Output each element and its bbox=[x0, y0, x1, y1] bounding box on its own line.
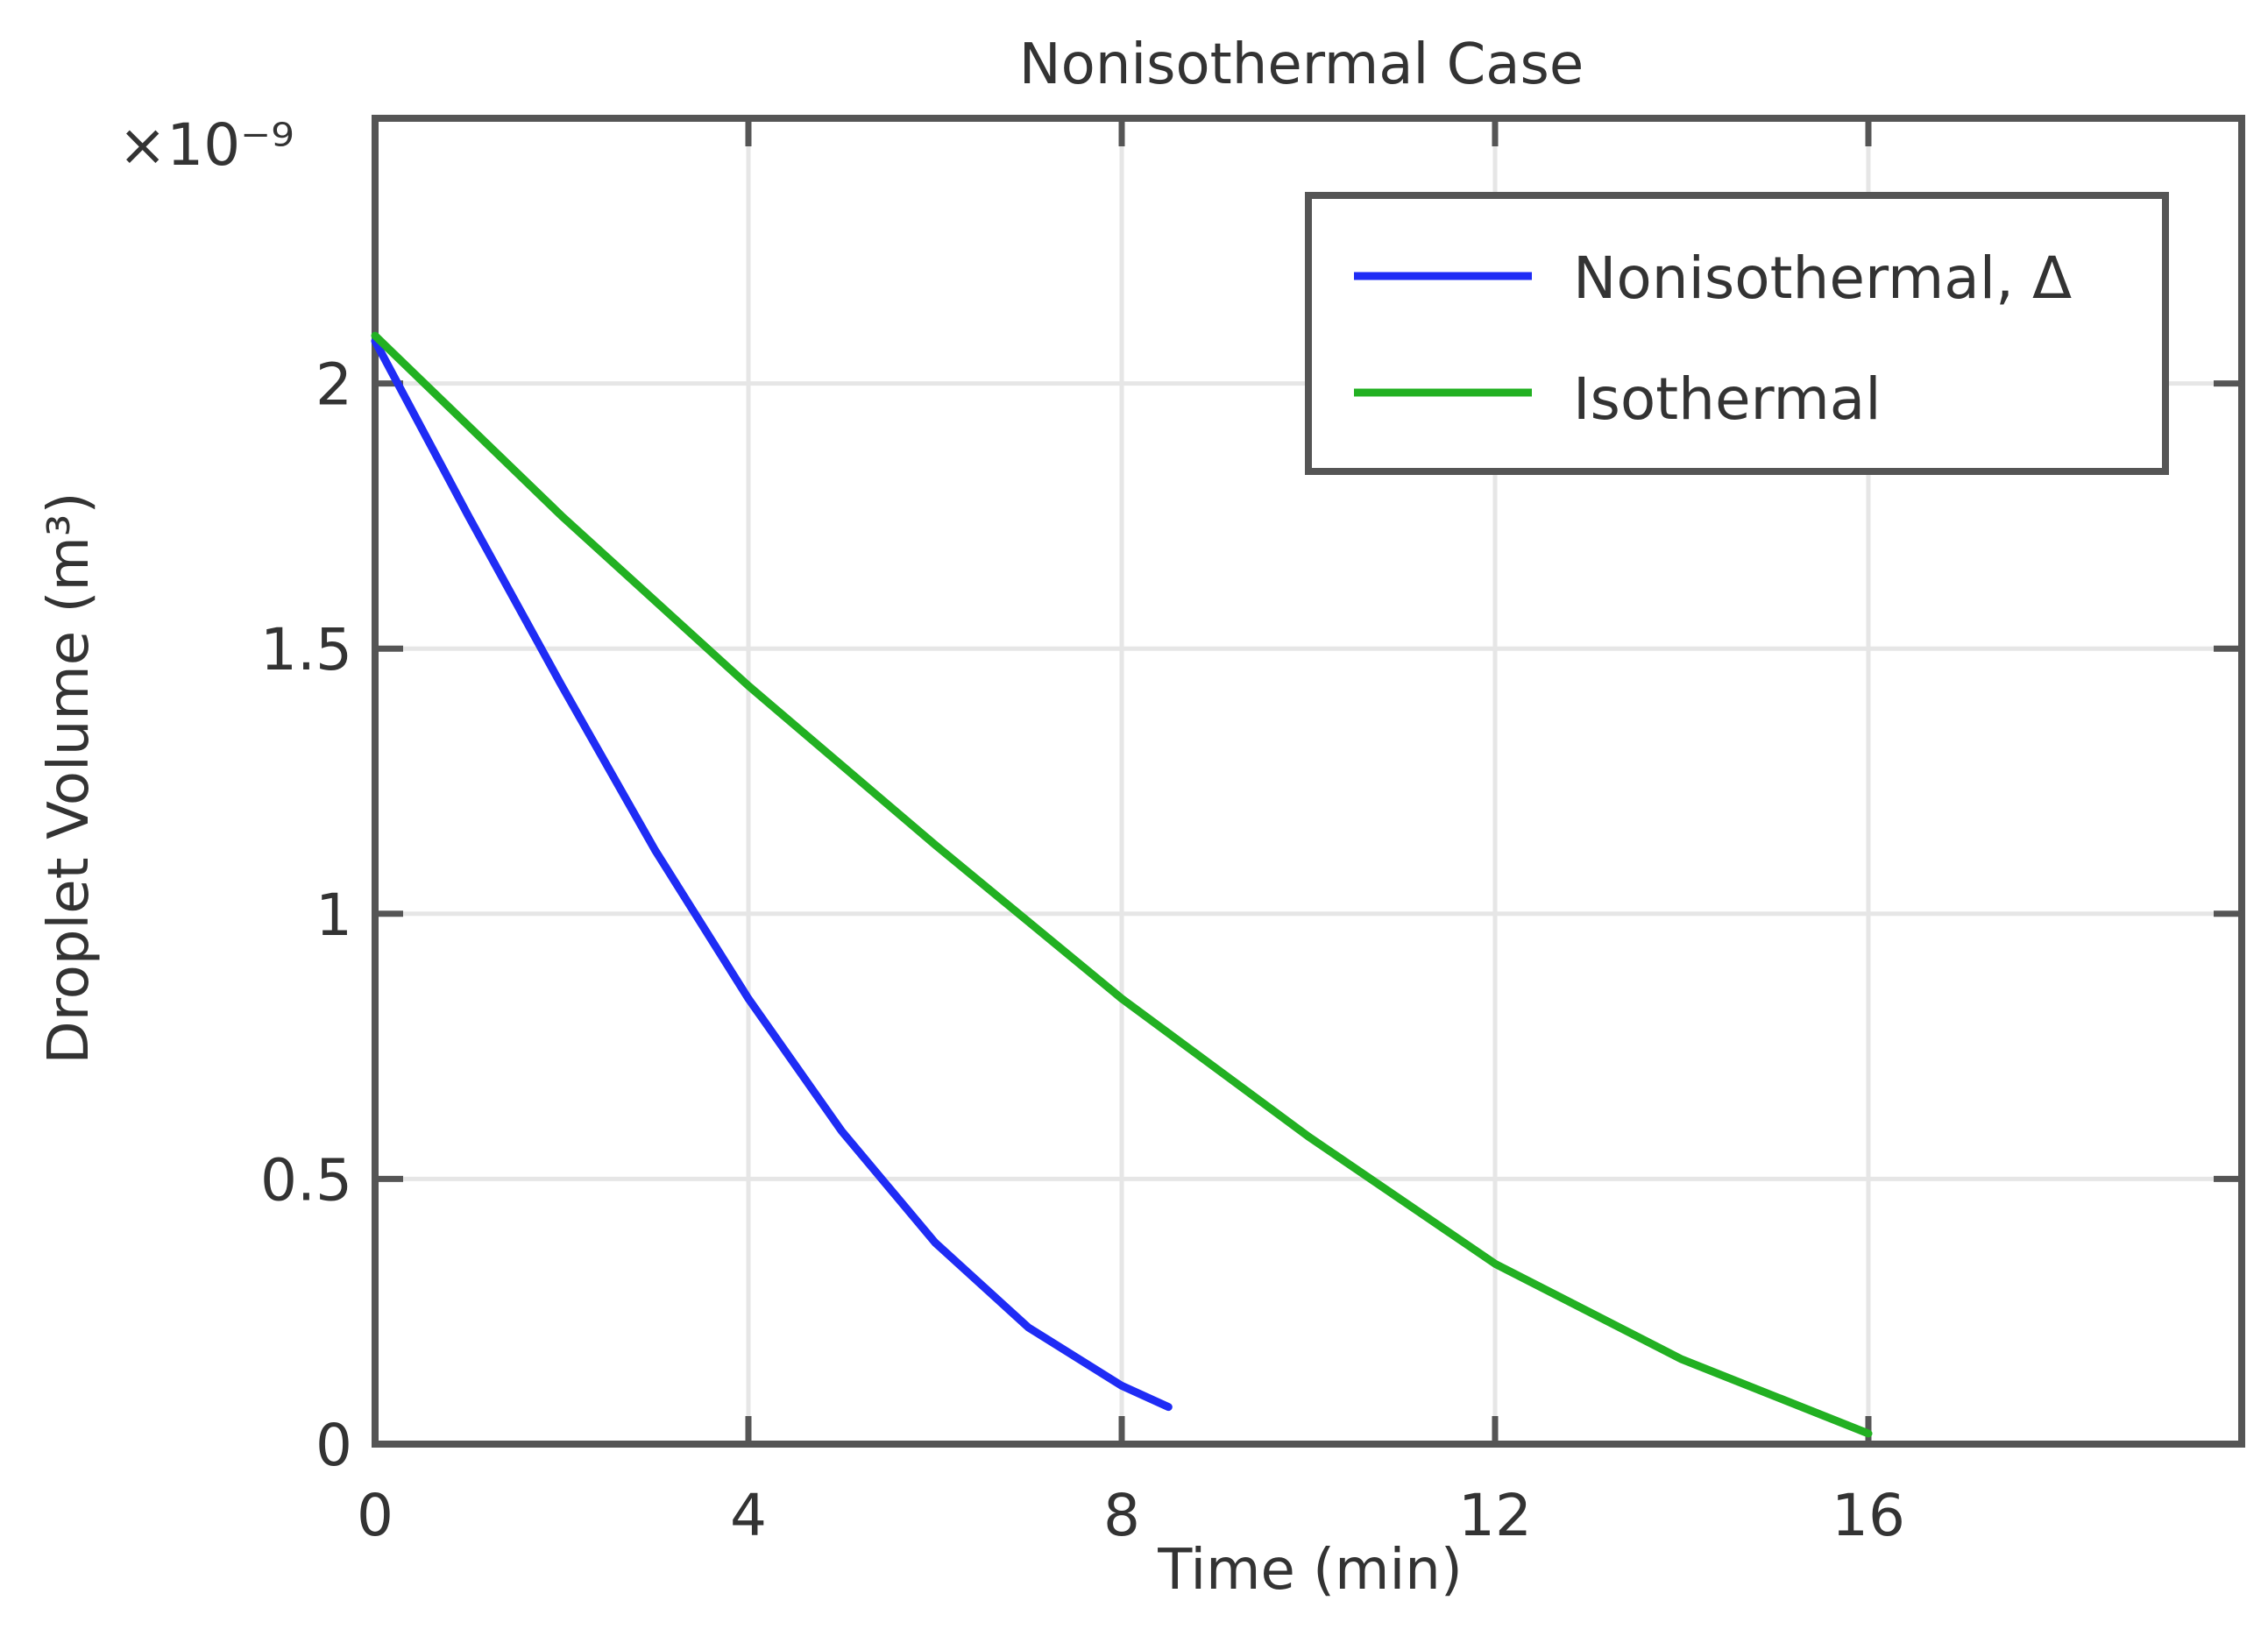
legend-label-nonisothermal: Nonisothermal, Δ bbox=[1573, 244, 2072, 312]
y-multiplier-label: ×10⁻⁹ bbox=[118, 111, 294, 179]
legend: Nonisothermal, Δ Isothermal bbox=[1305, 192, 2169, 475]
x-tick-label: 12 bbox=[1458, 1482, 1532, 1549]
series-line-nonisothermal bbox=[371, 336, 1173, 1412]
y-tick-label: 1 bbox=[315, 882, 352, 949]
x-tick-label: 0 bbox=[357, 1482, 393, 1549]
y-tick-label: 0 bbox=[315, 1412, 352, 1479]
chart-title: Nonisothermal Case bbox=[1019, 32, 1584, 97]
x-tick-label: 16 bbox=[1832, 1482, 1905, 1549]
legend-box bbox=[1305, 192, 2169, 475]
x-tick-labels: 0 4 8 12 16 bbox=[357, 1482, 1905, 1549]
series-lines bbox=[371, 331, 1873, 1438]
y-tick-label: 0.5 bbox=[260, 1146, 352, 1214]
y-axis-title: Droplet Volume (m³) bbox=[37, 492, 102, 1065]
x-tick-label: 4 bbox=[730, 1482, 767, 1549]
axis-ticks bbox=[372, 118, 2242, 1448]
y-tick-labels: 0 0.5 1 1.5 2 bbox=[260, 351, 352, 1479]
y-tick-label: 1.5 bbox=[260, 616, 352, 683]
plot-frame bbox=[372, 115, 2245, 1448]
legend-label-isothermal: Isothermal bbox=[1573, 365, 1882, 433]
x-tick-label: 8 bbox=[1103, 1482, 1140, 1549]
y-tick-label: 2 bbox=[315, 351, 352, 419]
x-axis-title: Time (min) bbox=[1157, 1538, 1463, 1603]
